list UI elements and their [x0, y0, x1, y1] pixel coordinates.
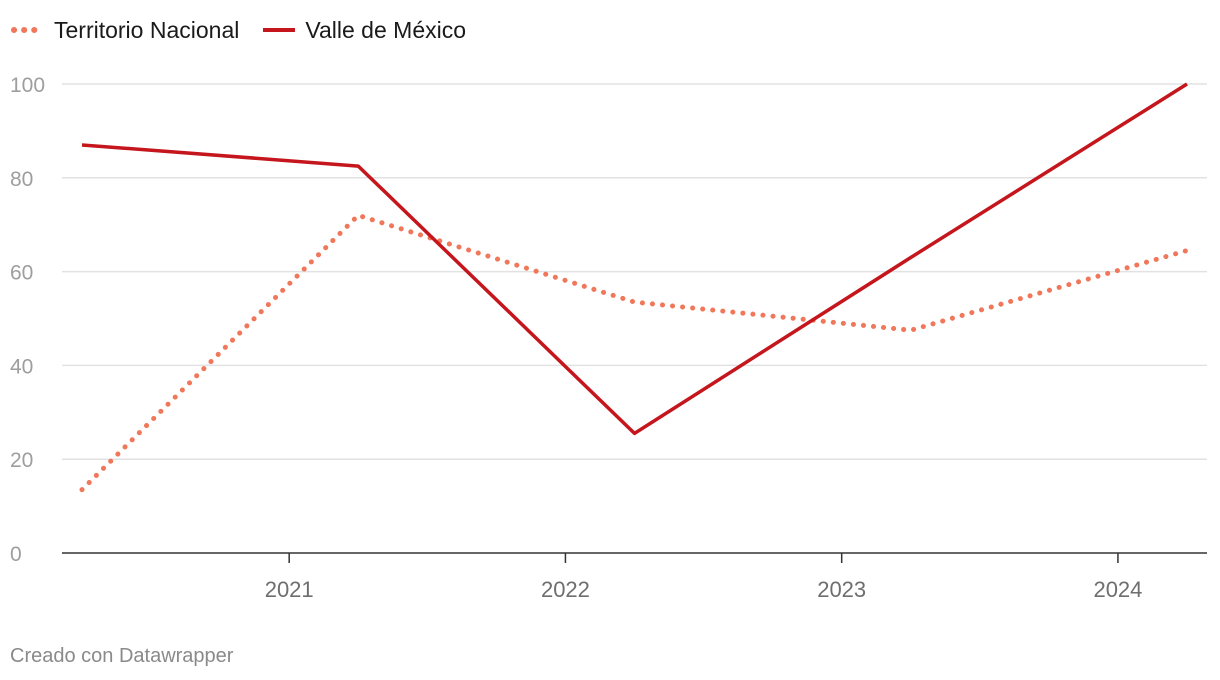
legend-swatch-dotted — [10, 26, 46, 34]
legend-label: Territorio Nacional — [54, 16, 240, 43]
x-tick-label: 2022 — [541, 577, 590, 602]
y-tick-label: 20 — [10, 449, 33, 472]
legend-item-territorio-nacional: Territorio Nacional — [10, 17, 239, 44]
y-tick-label: 60 — [10, 262, 33, 285]
y-tick-label: 100 — [10, 74, 45, 97]
y-tick-label: 0 — [10, 543, 22, 566]
footer-credit: Creado con Datawrapper — [10, 645, 234, 667]
series-line-territorio-nacional — [79, 212, 1190, 493]
legend-label: Valle de México — [305, 16, 467, 43]
x-tick-label: 2021 — [265, 577, 314, 602]
y-axis-ticks: 0 20 40 60 80 100 — [10, 74, 45, 566]
x-tick-label: 2023 — [817, 577, 866, 602]
series-lines — [79, 82, 1190, 493]
legend-item-valle-de-mexico: Valle de México — [261, 17, 466, 44]
y-tick-label: 40 — [10, 355, 33, 378]
gridlines — [62, 83, 1207, 460]
legend: Territorio Nacional Valle de México — [10, 14, 488, 46]
x-tick-label: 2024 — [1093, 577, 1142, 602]
legend-swatch-solid — [261, 26, 297, 34]
x-axis: 2021 2022 2023 2024 — [62, 552, 1207, 602]
series-line-valle-de-mexico — [81, 82, 1188, 436]
y-tick-label: 80 — [10, 168, 33, 191]
